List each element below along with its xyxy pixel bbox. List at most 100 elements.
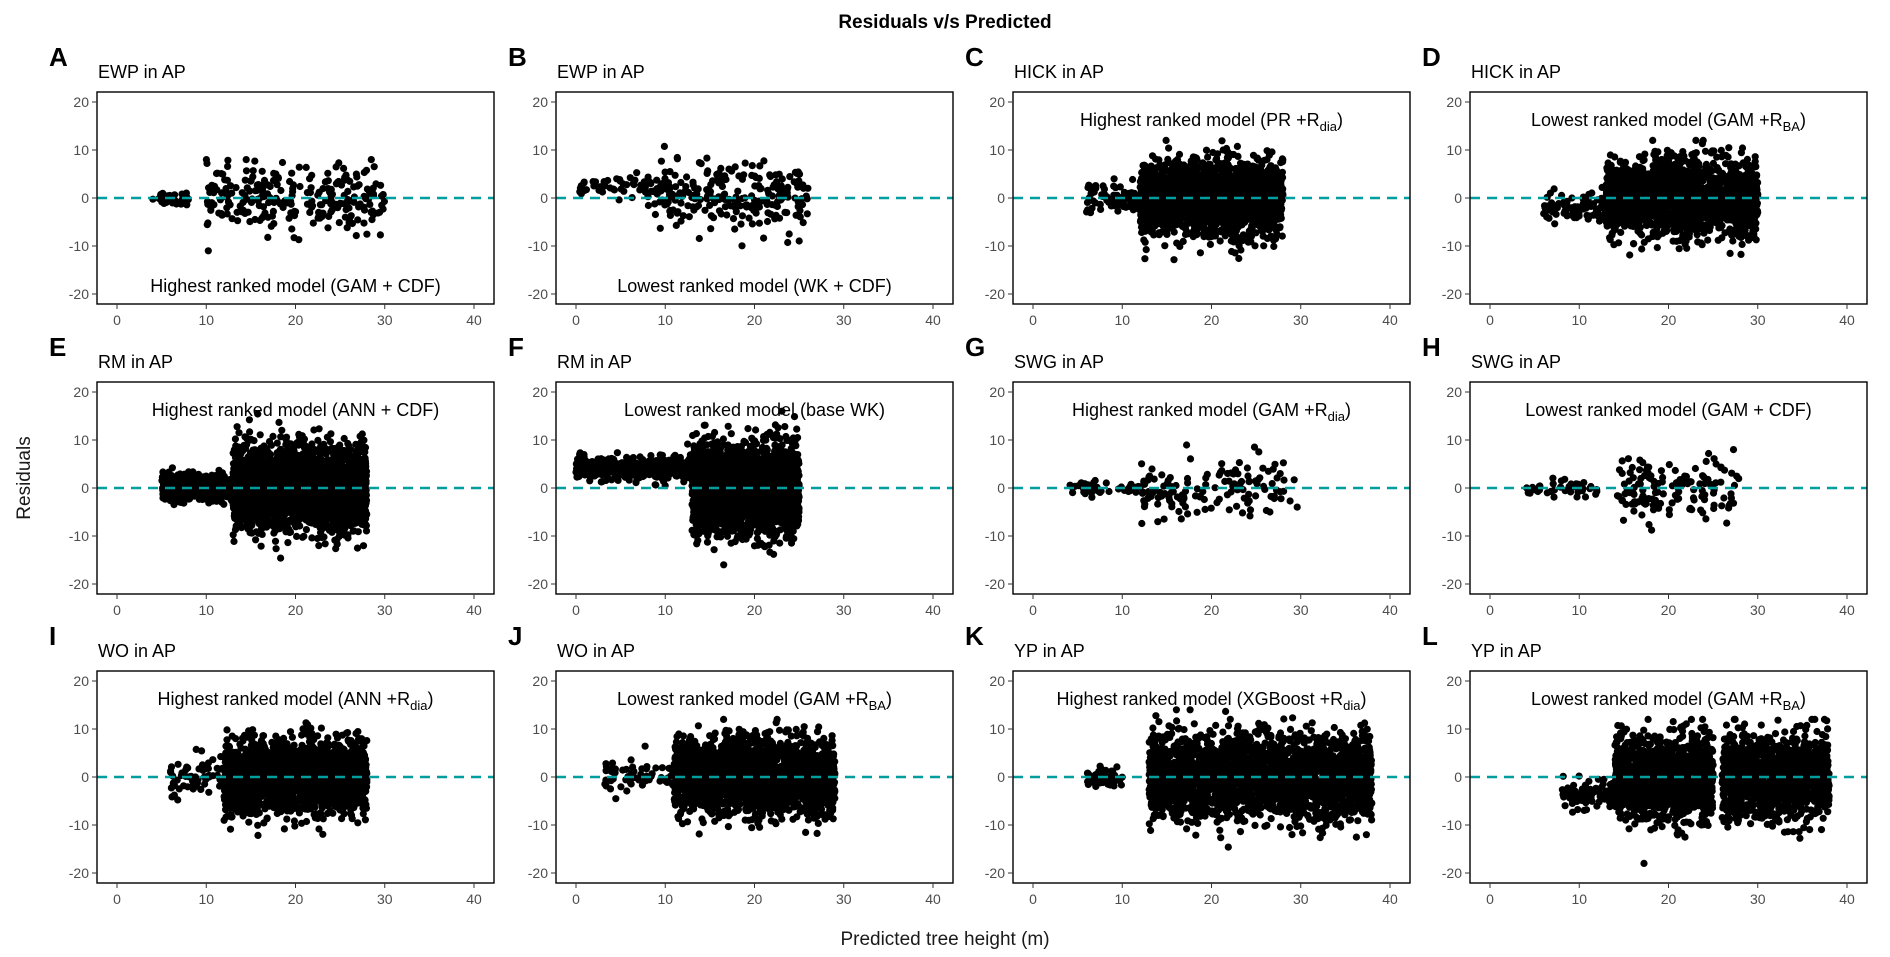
data-point xyxy=(306,208,314,216)
data-point xyxy=(1153,164,1161,172)
data-point xyxy=(1083,198,1092,206)
data-point xyxy=(1582,204,1590,212)
data-point xyxy=(1737,250,1745,258)
data-point xyxy=(1213,218,1221,226)
data-point xyxy=(1692,215,1700,224)
data-point xyxy=(1692,136,1700,144)
data-point xyxy=(1248,224,1256,232)
x-tick-label: 30 xyxy=(1750,312,1766,328)
data-point xyxy=(1706,178,1714,186)
data-point xyxy=(745,214,753,222)
x-tick-label: 20 xyxy=(1204,312,1220,328)
data-point xyxy=(1176,242,1184,250)
data-point xyxy=(764,209,772,217)
data-point xyxy=(1664,200,1672,208)
data-point xyxy=(1263,184,1271,192)
data-point xyxy=(1274,213,1282,221)
data-point xyxy=(1208,221,1216,230)
data-point xyxy=(1243,180,1251,188)
data-point xyxy=(1253,154,1261,162)
data-point xyxy=(795,170,804,178)
data-point xyxy=(341,213,349,221)
data-point xyxy=(217,210,225,218)
data-point xyxy=(360,206,369,214)
data-point xyxy=(1252,218,1260,226)
data-point xyxy=(580,179,588,187)
data-point xyxy=(1745,184,1753,192)
data-point xyxy=(713,170,721,178)
data-point xyxy=(1616,158,1624,166)
data-point xyxy=(763,217,772,226)
data-point xyxy=(1252,210,1260,218)
data-point xyxy=(748,171,756,179)
data-point xyxy=(1692,226,1700,234)
data-point xyxy=(1736,177,1744,185)
data-point xyxy=(1199,159,1207,167)
data-point xyxy=(1752,195,1760,203)
data-point xyxy=(1608,229,1616,237)
data-point xyxy=(722,175,730,184)
data-point xyxy=(1704,184,1712,192)
data-point xyxy=(1129,206,1137,214)
data-point xyxy=(1155,156,1163,164)
data-point xyxy=(1670,152,1678,160)
data-point xyxy=(325,212,333,220)
data-point xyxy=(1655,163,1663,171)
data-point xyxy=(1707,149,1715,157)
data-point xyxy=(1142,246,1150,254)
data-point xyxy=(204,247,212,255)
data-point xyxy=(1652,194,1660,202)
data-point xyxy=(1626,251,1634,259)
data-point xyxy=(224,156,232,164)
data-point xyxy=(1141,238,1149,246)
data-point xyxy=(1722,160,1730,168)
data-point xyxy=(644,201,653,210)
data-point xyxy=(1245,232,1253,240)
data-point xyxy=(1176,162,1184,170)
data-point xyxy=(1711,218,1719,226)
data-point xyxy=(794,203,802,211)
x-tick-label: 40 xyxy=(1382,312,1398,328)
data-point xyxy=(1130,200,1138,208)
annotation-text: Lowest ranked model (GAM +R xyxy=(1531,110,1783,130)
data-point xyxy=(1209,179,1217,187)
data-point xyxy=(1583,211,1591,219)
data-point xyxy=(1141,255,1149,263)
data-point xyxy=(1729,237,1737,245)
data-point xyxy=(334,204,342,212)
data-point xyxy=(273,181,281,189)
data-point xyxy=(202,156,210,164)
data-point xyxy=(1257,225,1265,233)
data-point xyxy=(171,191,179,199)
data-point xyxy=(1238,214,1246,222)
data-point xyxy=(598,188,607,196)
y-tick-label: 20 xyxy=(532,94,548,110)
data-point xyxy=(1690,169,1698,177)
data-point xyxy=(1227,174,1235,182)
data-point xyxy=(1272,166,1280,174)
panel-subtitle: EWP in AP xyxy=(98,62,186,82)
data-point xyxy=(1179,178,1187,186)
data-point xyxy=(1206,160,1214,168)
data-point xyxy=(1742,216,1750,224)
data-point xyxy=(1681,240,1689,248)
data-point xyxy=(1715,166,1723,174)
data-point xyxy=(673,153,681,162)
data-point xyxy=(1254,168,1262,176)
annotation-text: Lowest ranked model (WK + CDF) xyxy=(617,276,892,296)
data-point xyxy=(1543,213,1551,221)
data-point xyxy=(694,185,702,193)
data-point xyxy=(316,201,324,209)
data-point xyxy=(1137,204,1145,212)
scatter-points xyxy=(576,142,812,250)
y-tick-label: 0 xyxy=(81,190,89,206)
data-point xyxy=(285,214,293,222)
data-point xyxy=(1279,190,1287,198)
data-point xyxy=(1637,165,1645,173)
data-point xyxy=(771,201,779,209)
data-point xyxy=(232,184,240,192)
data-point xyxy=(1717,146,1725,154)
data-point xyxy=(332,163,340,171)
data-point xyxy=(785,230,793,238)
data-point xyxy=(1171,190,1179,198)
